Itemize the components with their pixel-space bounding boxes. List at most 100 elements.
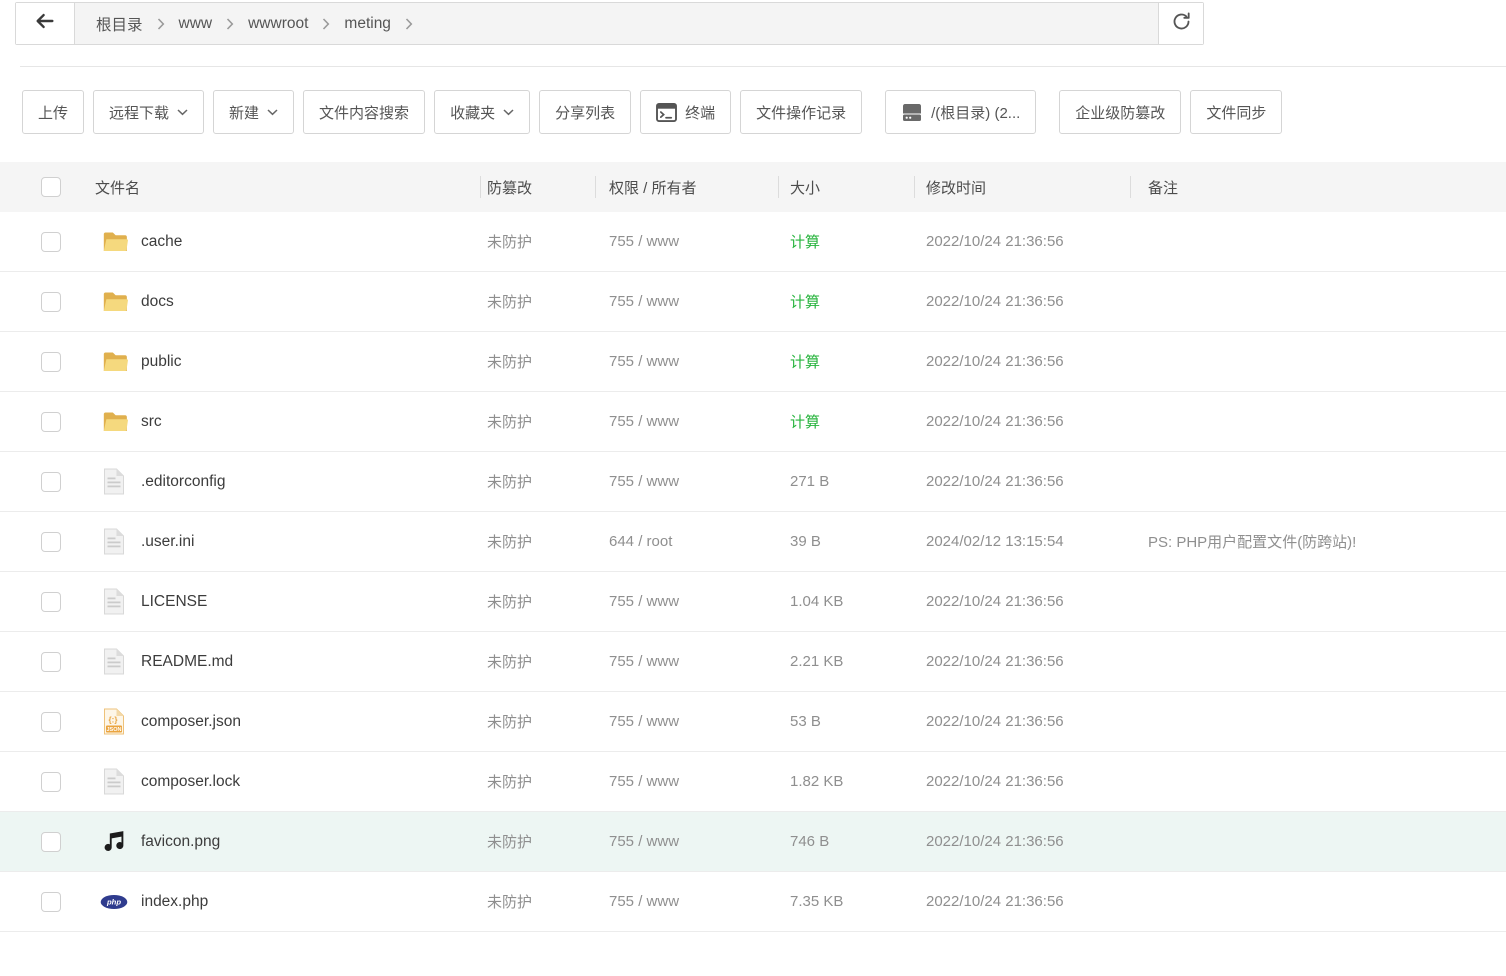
column-header-mtime: 修改时间	[914, 162, 1130, 212]
permission-owner: 755 / www	[609, 293, 680, 310]
file-name[interactable]: public	[141, 352, 182, 370]
table-row[interactable]: .editorconfig 未防护 755 / www 271 B 2022/1…	[0, 452, 1506, 512]
tamper-status: 未防护	[487, 654, 533, 671]
column-header-tamper: 防篡改	[480, 162, 595, 212]
table-row[interactable]: php index.php 未防护 755 / www 7.35 KB 2022…	[0, 872, 1506, 932]
refresh-icon	[1171, 11, 1192, 37]
row-checkbox[interactable]	[41, 771, 61, 792]
file-name[interactable]: src	[141, 412, 162, 430]
toolbar-button-label: 上传	[38, 104, 69, 122]
row-checkbox[interactable]	[41, 351, 61, 372]
back-button[interactable]	[16, 3, 75, 44]
breadcrumb-item[interactable]: meting	[344, 14, 391, 32]
table-row[interactable]: docs 未防护 755 / www 计算 2022/10/24 21:36:5…	[0, 272, 1506, 332]
drive-icon	[901, 103, 923, 122]
file-icon	[100, 648, 128, 676]
table-row[interactable]: composer.lock 未防护 755 / www 1.82 KB 2022…	[0, 752, 1506, 812]
chevron-right-icon	[157, 17, 165, 30]
row-checkbox[interactable]	[41, 831, 61, 852]
table-row[interactable]: LICENSE 未防护 755 / www 1.04 KB 2022/10/24…	[0, 572, 1506, 632]
table-row[interactable]: cache 未防护 755 / www 计算 2022/10/24 21:36:…	[0, 212, 1506, 272]
table-header: 文件名 防篡改 权限 / 所有者 大小 修改时间 备注	[0, 162, 1506, 212]
tamper-status: 未防护	[487, 774, 533, 791]
file-name[interactable]: cache	[141, 232, 183, 250]
permission-owner: 755 / www	[609, 233, 680, 250]
toolbar-button-label: 远程下载	[109, 104, 170, 122]
file-name[interactable]: README.md	[141, 652, 234, 670]
breadcrumb-item[interactable]: www	[178, 14, 213, 32]
row-checkbox[interactable]	[41, 711, 61, 732]
toolbar-button-new[interactable]: 新建	[213, 90, 295, 134]
file-table-body: cache 未防护 755 / www 计算 2022/10/24 21:36:…	[0, 212, 1506, 932]
toolbar-button-file-sync[interactable]: 文件同步	[1190, 90, 1283, 134]
file-size: 271 B	[790, 473, 830, 490]
tamper-status: 未防护	[487, 594, 533, 611]
tamper-status: 未防护	[487, 234, 533, 251]
breadcrumb-item[interactable]: 根目录	[96, 16, 143, 34]
terminal-icon	[656, 102, 678, 122]
tamper-status: 未防护	[487, 834, 533, 851]
file-size: 1.04 KB	[790, 593, 844, 610]
calculate-size-link[interactable]: 计算	[790, 294, 821, 311]
toolbar-button-label: 文件操作记录	[756, 104, 847, 122]
refresh-button[interactable]	[1158, 3, 1203, 44]
toolbar-button-share-list[interactable]: 分享列表	[539, 90, 632, 134]
table-row[interactable]: src 未防护 755 / www 计算 2022/10/24 21:36:56	[0, 392, 1506, 452]
table-row[interactable]: README.md 未防护 755 / www 2.21 KB 2022/10/…	[0, 632, 1506, 692]
modified-time: 2022/10/24 21:36:56	[926, 713, 1064, 730]
file-name[interactable]: .user.ini	[141, 532, 195, 550]
toolbar-button-remote-download[interactable]: 远程下载	[93, 90, 205, 134]
toolbar-button-file-content-search[interactable]: 文件内容搜索	[303, 90, 426, 134]
table-row[interactable]: .user.ini 未防护 644 / root 39 B 2024/02/12…	[0, 512, 1506, 572]
modified-time: 2022/10/24 21:36:56	[926, 233, 1064, 250]
toolbar-button-enterprise-tamper-proof[interactable]: 企业级防篡改	[1059, 90, 1182, 134]
row-checkbox[interactable]	[41, 531, 61, 552]
modified-time: 2022/10/24 21:36:56	[926, 653, 1064, 670]
toolbar-button-label: 文件同步	[1206, 104, 1267, 122]
file-icon	[100, 588, 128, 616]
column-header-size: 大小	[778, 162, 914, 212]
file-name[interactable]: index.php	[141, 892, 209, 910]
toolbar-button-favorites[interactable]: 收藏夹	[434, 90, 531, 134]
table-row[interactable]: public 未防护 755 / www 计算 2022/10/24 21:36…	[0, 332, 1506, 392]
select-all-checkbox[interactable]	[41, 177, 61, 197]
toolbar-button-upload[interactable]: 上传	[22, 90, 85, 134]
row-checkbox[interactable]	[41, 231, 61, 252]
calculate-size-link[interactable]: 计算	[790, 234, 821, 251]
file-table: 文件名 防篡改 权限 / 所有者 大小 修改时间 备注 cache 未防护 75…	[0, 162, 1506, 932]
breadcrumb-item[interactable]: wwwroot	[248, 14, 309, 32]
file-name[interactable]: .editorconfig	[141, 472, 226, 490]
section-divider	[20, 66, 1506, 67]
file-name[interactable]: docs	[141, 292, 174, 310]
row-checkbox[interactable]	[41, 651, 61, 672]
table-row[interactable]: {:} JSON composer.json 未防护 755 / www 53 B…	[0, 692, 1506, 752]
toolbar-button-label: 文件内容搜索	[319, 104, 410, 122]
modified-time: 2022/10/24 21:36:56	[926, 293, 1064, 310]
row-checkbox[interactable]	[41, 591, 61, 612]
modified-time: 2022/10/24 21:36:56	[926, 893, 1064, 910]
toolbar-button-file-operation-log[interactable]: 文件操作记录	[740, 90, 863, 134]
toolbar-button-label: 企业级防篡改	[1075, 104, 1166, 122]
table-row[interactable]: favicon.png 未防护 755 / www 746 B 2022/10/…	[0, 812, 1506, 872]
chevron-down-icon	[503, 108, 514, 116]
file-icon	[100, 768, 128, 796]
file-name[interactable]: composer.lock	[141, 772, 241, 790]
json-icon: {:} JSON	[100, 708, 128, 736]
back-arrow-icon	[34, 10, 56, 37]
row-checkbox[interactable]	[41, 411, 61, 432]
file-name[interactable]: LICENSE	[141, 592, 208, 610]
calculate-size-link[interactable]: 计算	[790, 414, 821, 431]
file-name[interactable]: favicon.png	[141, 832, 221, 850]
row-checkbox[interactable]	[41, 471, 61, 492]
row-checkbox[interactable]	[41, 291, 61, 312]
toolbar-button-root-directory[interactable]: /(根目录) (2...	[885, 90, 1037, 134]
calculate-size-link[interactable]: 计算	[790, 354, 821, 371]
toolbar-button-terminal[interactable]: 终端	[640, 90, 732, 134]
modified-time: 2024/02/12 13:15:54	[926, 533, 1064, 550]
file-icon	[100, 528, 128, 556]
file-name[interactable]: composer.json	[141, 712, 241, 730]
row-checkbox[interactable]	[41, 891, 61, 912]
php-icon: php	[100, 888, 128, 916]
toolbar-button-label: 新建	[229, 104, 260, 122]
